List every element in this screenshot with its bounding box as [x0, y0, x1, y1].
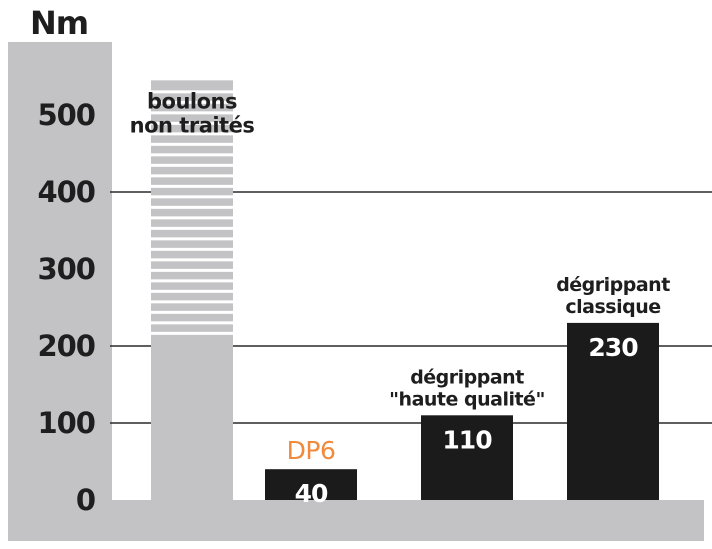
chart-background — [8, 42, 704, 541]
baseline-strip — [8, 500, 704, 541]
category-label-untreated-0: boulons — [147, 89, 237, 113]
bar-untreated-stripe — [151, 195, 233, 199]
bar-high-quality — [421, 415, 513, 500]
category-label-high-quality-0: dégrippant — [410, 366, 524, 388]
y-axis-panel — [8, 42, 112, 541]
bar-untreated-stripe — [151, 331, 233, 335]
bar-untreated-stripe — [151, 132, 233, 136]
bar-untreated-stripe — [151, 174, 233, 178]
category-label-dp6-0: DP6 — [287, 436, 336, 465]
bar-untreated-stripe — [151, 279, 233, 283]
bar-classic — [567, 322, 659, 500]
bars — [151, 80, 659, 500]
bar-untreated-stripe — [151, 247, 233, 251]
bar-untreated-stripe — [151, 184, 233, 188]
bar-untreated-stripe — [151, 300, 233, 304]
bar-untreated — [151, 80, 233, 500]
category-label-untreated-1: non traités — [130, 113, 255, 137]
data-label-classic: 230 — [588, 333, 638, 362]
bar-untreated-stripe — [151, 258, 233, 262]
bar-untreated-stripe — [151, 310, 233, 314]
bar-untreated-stripe — [151, 237, 233, 241]
bar-untreated-stripe — [151, 268, 233, 272]
category-label-classic-0: dégrippant — [556, 274, 670, 296]
bar-untreated-stripe — [151, 205, 233, 209]
bar-untreated-stripe — [151, 289, 233, 293]
y-tick-label-200: 200 — [37, 329, 95, 363]
y-axis-unit-label: Nm — [30, 4, 89, 42]
y-tick-label-300: 300 — [37, 252, 95, 286]
y-tick-label-400: 400 — [37, 175, 95, 209]
bar-untreated-stripe — [151, 321, 233, 325]
bar-untreated-stripe — [151, 142, 233, 146]
category-label-high-quality-1: "haute qualité" — [389, 388, 545, 410]
y-tick-label-100: 100 — [37, 406, 95, 440]
category-label-classic-1: classique — [565, 296, 660, 318]
bar-untreated-stripe — [151, 216, 233, 220]
bar-untreated-stripe — [151, 100, 233, 104]
bar-untreated-stripe — [151, 90, 233, 94]
bar-dp6 — [265, 469, 357, 500]
y-axis-ticks: 0 100 200 300 400 500 — [37, 98, 96, 517]
bar-untreated-stripe — [151, 153, 233, 157]
bar-untreated-stripe — [151, 111, 233, 115]
bar-untreated-stripe — [151, 163, 233, 167]
data-label-high-quality: 110 — [442, 425, 492, 454]
data-label-dp6: 40 — [295, 479, 328, 508]
y-tick-label-500: 500 — [37, 98, 95, 132]
bar-untreated-stripe — [151, 226, 233, 230]
y-tick-label-0: 0 — [76, 483, 95, 517]
bar-untreated-stripe — [151, 121, 233, 125]
